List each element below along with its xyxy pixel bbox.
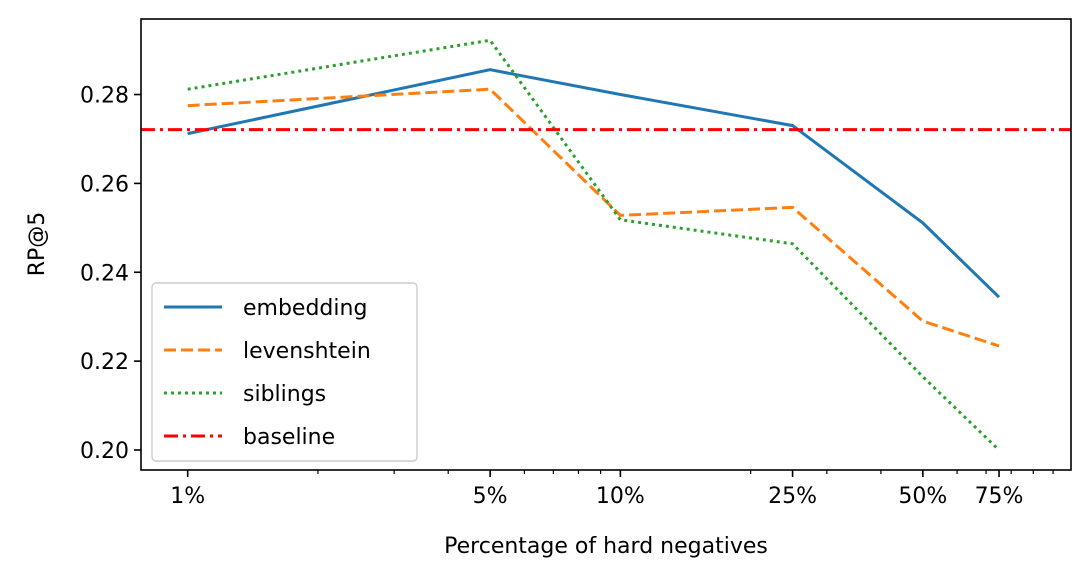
series-line-embedding — [187, 68, 1001, 299]
y-tick-label: 0.20 — [80, 439, 129, 464]
x-tick-label: 75% — [975, 484, 1024, 509]
y-tick-label: 0.26 — [80, 172, 129, 197]
x-tick-label: 1% — [170, 484, 205, 509]
x-tick-label: 50% — [898, 484, 947, 509]
x-tick-label: 5% — [473, 484, 508, 509]
legend-label-levenshtein: levenshtein — [243, 339, 371, 364]
x-tick-label: 10% — [596, 484, 645, 509]
y-tick-label: 0.24 — [80, 261, 129, 286]
series-line-levenshtein — [187, 87, 1000, 348]
y-tick-label: 0.28 — [80, 84, 129, 109]
x-tick-label: 25% — [768, 484, 817, 509]
y-tick-label: 0.22 — [80, 350, 129, 375]
x-axis-label: Percentage of hard negatives — [444, 534, 768, 559]
legend-label-embedding: embedding — [243, 296, 367, 321]
plot-frame — [140, 18, 1072, 471]
legend-label-siblings: siblings — [243, 382, 326, 407]
y-axis-label: RP@5 — [25, 212, 50, 277]
legend-box — [151, 282, 418, 462]
legend: embedding levenshtein siblings baseline — [151, 282, 418, 462]
legend-label-baseline: baseline — [243, 425, 335, 450]
series-line-siblings — [187, 38, 1001, 452]
